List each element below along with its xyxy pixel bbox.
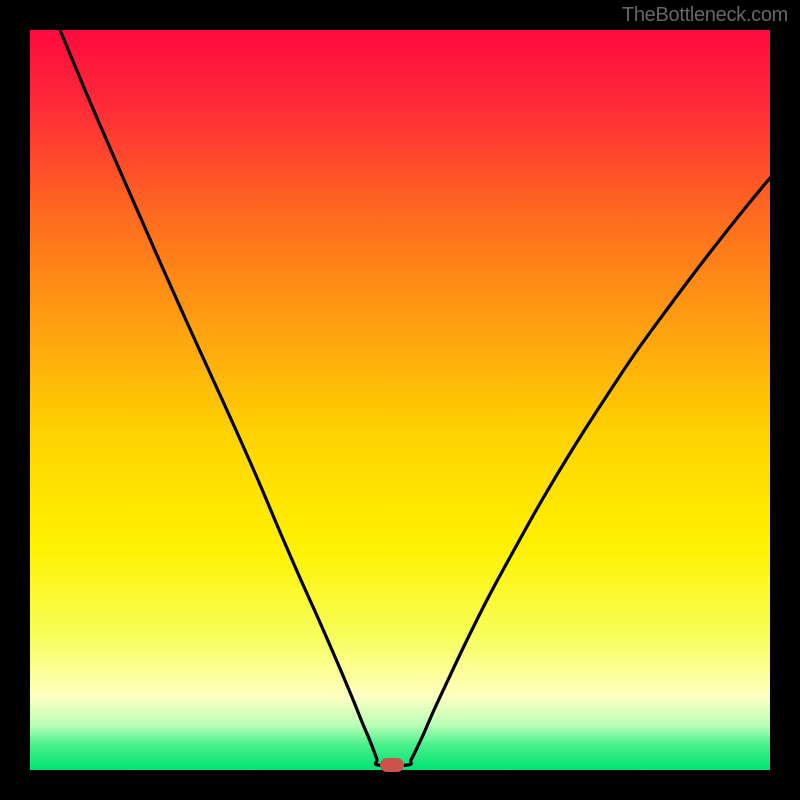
watermark-text: TheBottleneck.com	[622, 4, 788, 27]
curve-line	[30, 30, 770, 770]
minimum-marker	[380, 758, 404, 772]
plot-area	[30, 30, 770, 770]
